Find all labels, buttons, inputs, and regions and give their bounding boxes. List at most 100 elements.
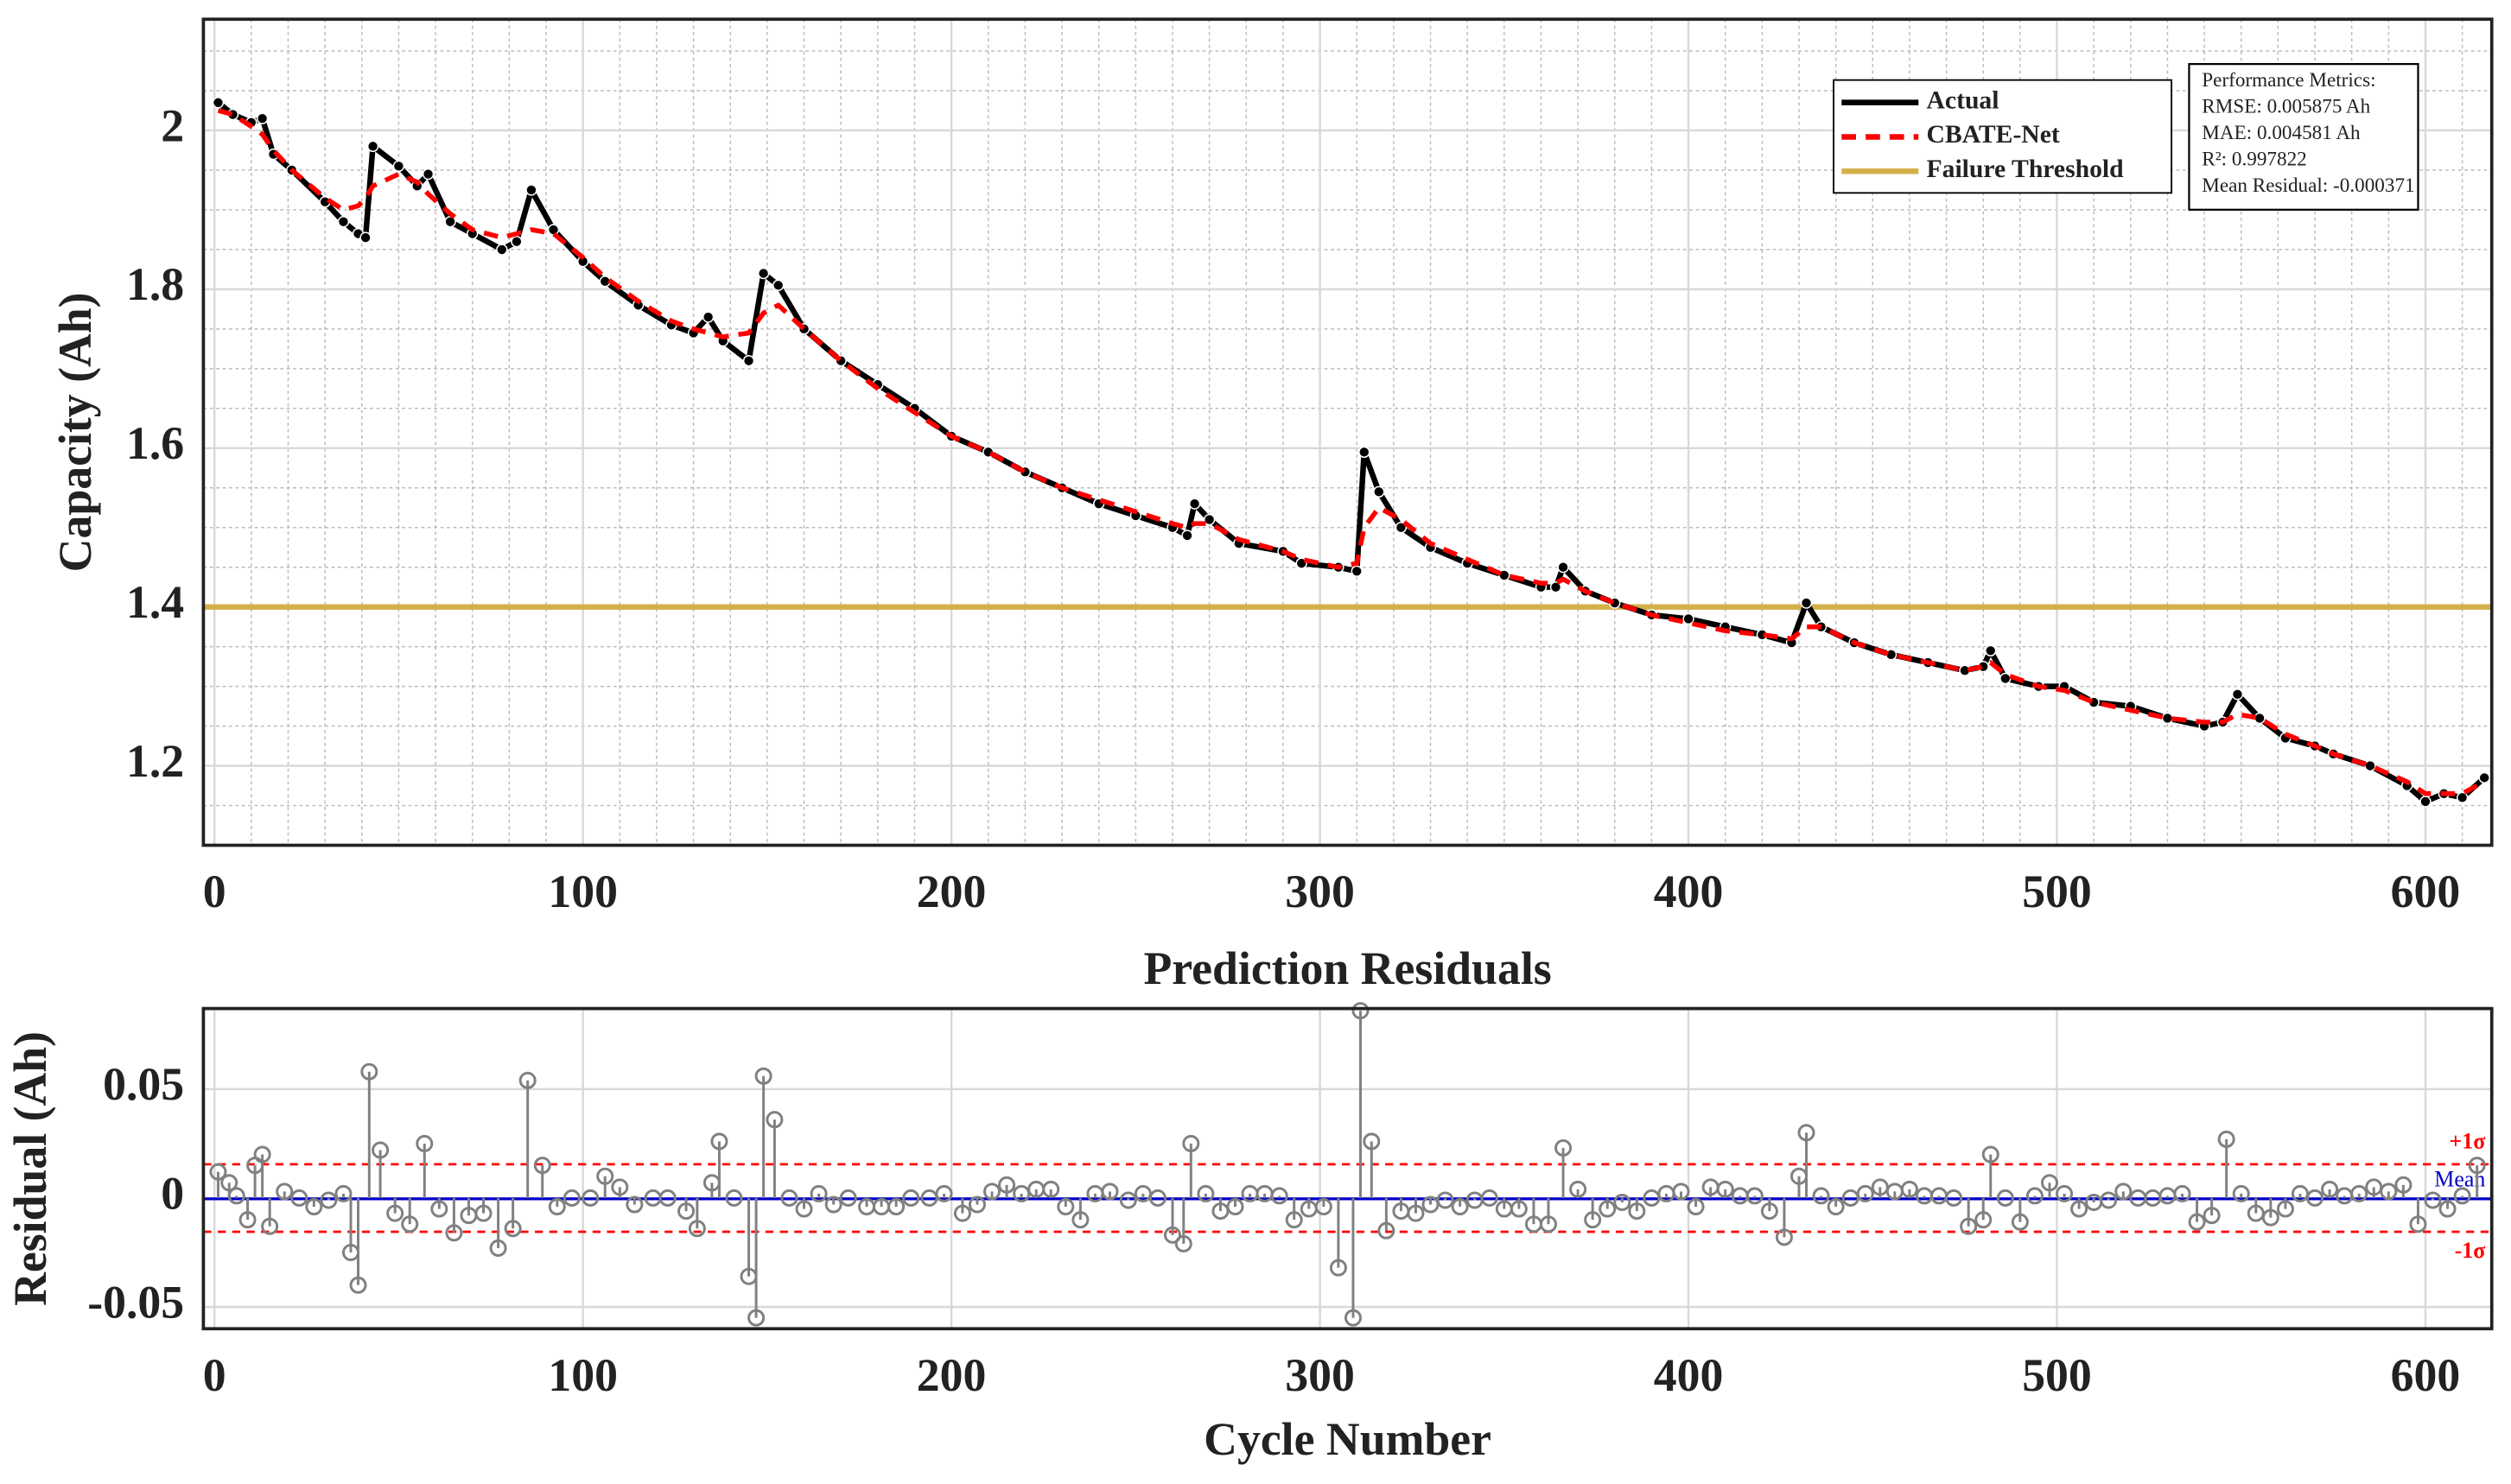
stem-marker <box>582 1189 600 1207</box>
point-marker <box>757 267 770 280</box>
reference-label: -1σ <box>2455 1238 2486 1263</box>
stem-marker <box>2173 1184 2191 1202</box>
stem-marker <box>1745 1187 1764 1205</box>
stem-marker <box>2217 1130 2235 1148</box>
point-marker <box>1358 446 1370 459</box>
stem-marker <box>209 1163 227 1181</box>
stem-marker <box>276 1183 294 1201</box>
y-axis-label: Capacity (Ah) <box>49 292 101 572</box>
stem-marker <box>1101 1183 1119 1201</box>
stem-marker <box>489 1239 507 1257</box>
stem-marker <box>2203 1207 2221 1225</box>
stem-marker <box>2188 1213 2206 1231</box>
stem-marker <box>1996 1189 2014 1207</box>
point-marker <box>1682 612 1694 625</box>
stem-marker <box>2438 1200 2457 1218</box>
point-marker <box>1999 672 2012 685</box>
stem-marker <box>780 1189 798 1207</box>
stem-marker <box>2011 1213 2029 1231</box>
y-axis-label: Residual (Ah) <box>4 1031 56 1306</box>
x-tick-label: 500 <box>2022 866 2092 917</box>
stem-marker <box>935 1184 953 1202</box>
point-marker <box>2161 712 2174 725</box>
stem-marker <box>548 1198 566 1216</box>
stem-marker <box>2025 1187 2044 1205</box>
stem-marker <box>401 1215 419 1233</box>
stem-marker <box>2070 1200 2088 1218</box>
stem-marker <box>887 1198 906 1216</box>
stem-marker <box>1554 1138 1573 1157</box>
stem-marker <box>998 1176 1016 1194</box>
stem-marker <box>2350 1184 2368 1202</box>
stem-marker <box>1827 1198 1845 1216</box>
stem-marker <box>1270 1187 1288 1205</box>
x-tick-label: 100 <box>548 1349 618 1401</box>
y-tick-label: 1.4 <box>126 576 184 628</box>
stem-marker <box>1539 1215 1557 1233</box>
stem-marker <box>1226 1198 1244 1216</box>
stem-marker <box>2100 1191 2118 1209</box>
stem-marker <box>810 1184 828 1202</box>
x-tick-label: 600 <box>2391 866 2461 917</box>
stem-marker <box>1042 1180 1060 1198</box>
stem-marker <box>2232 1184 2250 1202</box>
point-marker <box>496 244 508 256</box>
point-marker <box>1549 581 1562 593</box>
y-tick-label: 0 <box>161 1167 184 1219</box>
stem-marker <box>1451 1198 1469 1216</box>
stem-marker <box>1974 1211 1993 1229</box>
stem-marker <box>2380 1183 2398 1201</box>
stem-marker <box>416 1134 434 1152</box>
stem-marker <box>334 1184 353 1202</box>
stem-marker <box>2261 1208 2279 1227</box>
stem-marker <box>2453 1187 2471 1205</box>
stem-marker <box>1057 1198 1075 1216</box>
legend-label: CBATE-Net <box>1927 121 2060 149</box>
stem-marker <box>1569 1180 1587 1198</box>
stem-marker <box>220 1174 238 1192</box>
stem-marker <box>2276 1200 2294 1218</box>
point-marker <box>1395 522 1408 534</box>
stem-marker <box>1329 1259 1347 1277</box>
stem-marker <box>445 1224 463 1242</box>
stem-marker <box>563 1189 581 1207</box>
stem-marker <box>227 1187 245 1205</box>
legend-label: Actual <box>1927 86 1999 114</box>
stem-marker <box>1314 1198 1332 1216</box>
stem-marker <box>747 1309 766 1327</box>
stem-marker <box>2468 1157 2486 1175</box>
point-marker <box>212 97 225 109</box>
stem-marker <box>710 1132 728 1151</box>
stem-marker <box>474 1204 493 1222</box>
x-axis-label: Cycle Number <box>1204 1413 1491 1465</box>
stem-marker <box>725 1189 743 1207</box>
stem-marker <box>1285 1211 1303 1229</box>
stem-marker <box>824 1195 842 1214</box>
stem-marker <box>372 1141 390 1159</box>
stem-marker <box>386 1204 404 1222</box>
legend-label: Failure Threshold <box>1927 155 2125 183</box>
stem-marker <box>1119 1191 1137 1209</box>
stem-marker <box>2306 1189 2324 1207</box>
point-marker <box>772 279 785 291</box>
plot-area <box>203 1008 2492 1329</box>
stem-marker <box>1363 1132 1381 1151</box>
stem-marker <box>253 1145 271 1164</box>
stem-marker <box>2394 1176 2412 1194</box>
y-tick-label: -0.05 <box>87 1276 184 1328</box>
stem-marker <box>902 1189 920 1207</box>
chart-title: Prediction Residuals <box>1143 942 1551 994</box>
stem-marker <box>1510 1200 1528 1218</box>
stem-marker <box>1182 1134 1200 1152</box>
stem-marker <box>1856 1184 1874 1202</box>
point-marker <box>256 112 269 124</box>
stem-marker <box>238 1211 257 1229</box>
stem-marker <box>1716 1180 1734 1198</box>
stem-marker <box>1197 1184 1215 1202</box>
stem-marker <box>1407 1204 1425 1222</box>
stem-marker <box>596 1167 614 1185</box>
stem-marker <box>611 1178 629 1196</box>
stem-marker <box>2056 1184 2074 1202</box>
metrics-text: Performance Metrics: <box>2202 69 2375 92</box>
point-marker <box>1181 530 1193 542</box>
